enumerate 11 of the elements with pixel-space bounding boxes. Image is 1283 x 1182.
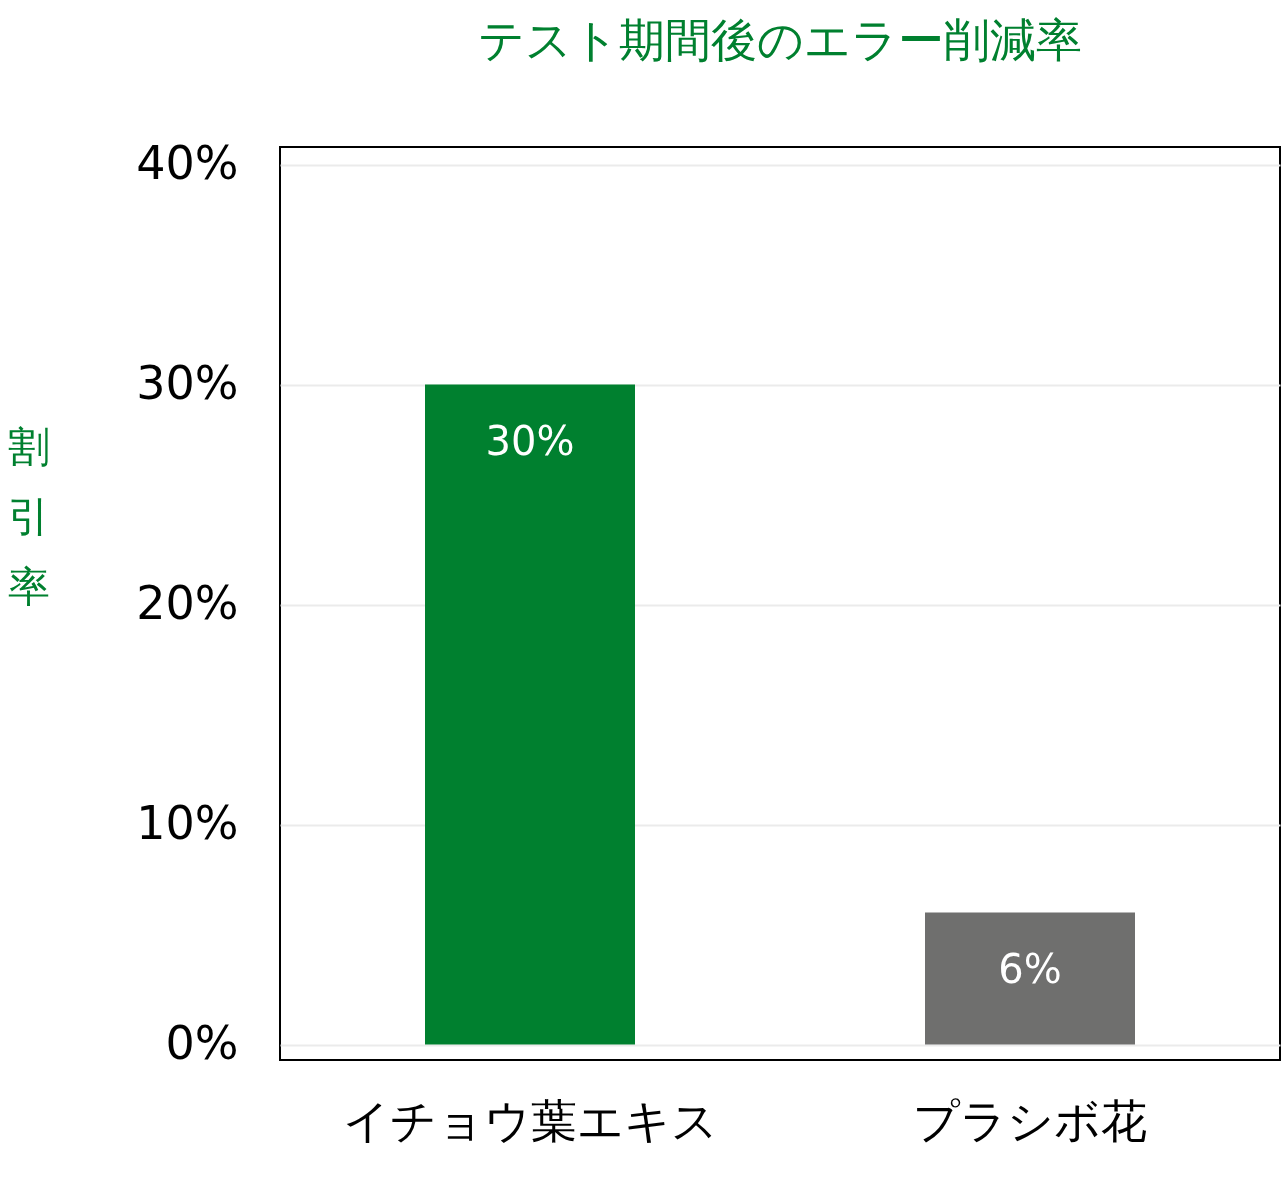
data-label: 6% [998, 945, 1062, 992]
x-tick-label: プラシボ花 [913, 1093, 1147, 1148]
y-tick-label: 20% [136, 576, 239, 631]
y-tick-label: 40% [136, 136, 239, 191]
data-label: 30% [485, 417, 575, 464]
y-tick-label: 30% [136, 356, 239, 411]
y-tick-label: 0% [165, 1016, 239, 1071]
x-tick-label: イチョウ葉エキス [342, 1093, 718, 1148]
y-tick-label: 10% [136, 796, 239, 851]
y-axis-title: 割引率 [7, 421, 50, 611]
chart-title: テスト期間後のエラー削減率 [478, 12, 1082, 67]
